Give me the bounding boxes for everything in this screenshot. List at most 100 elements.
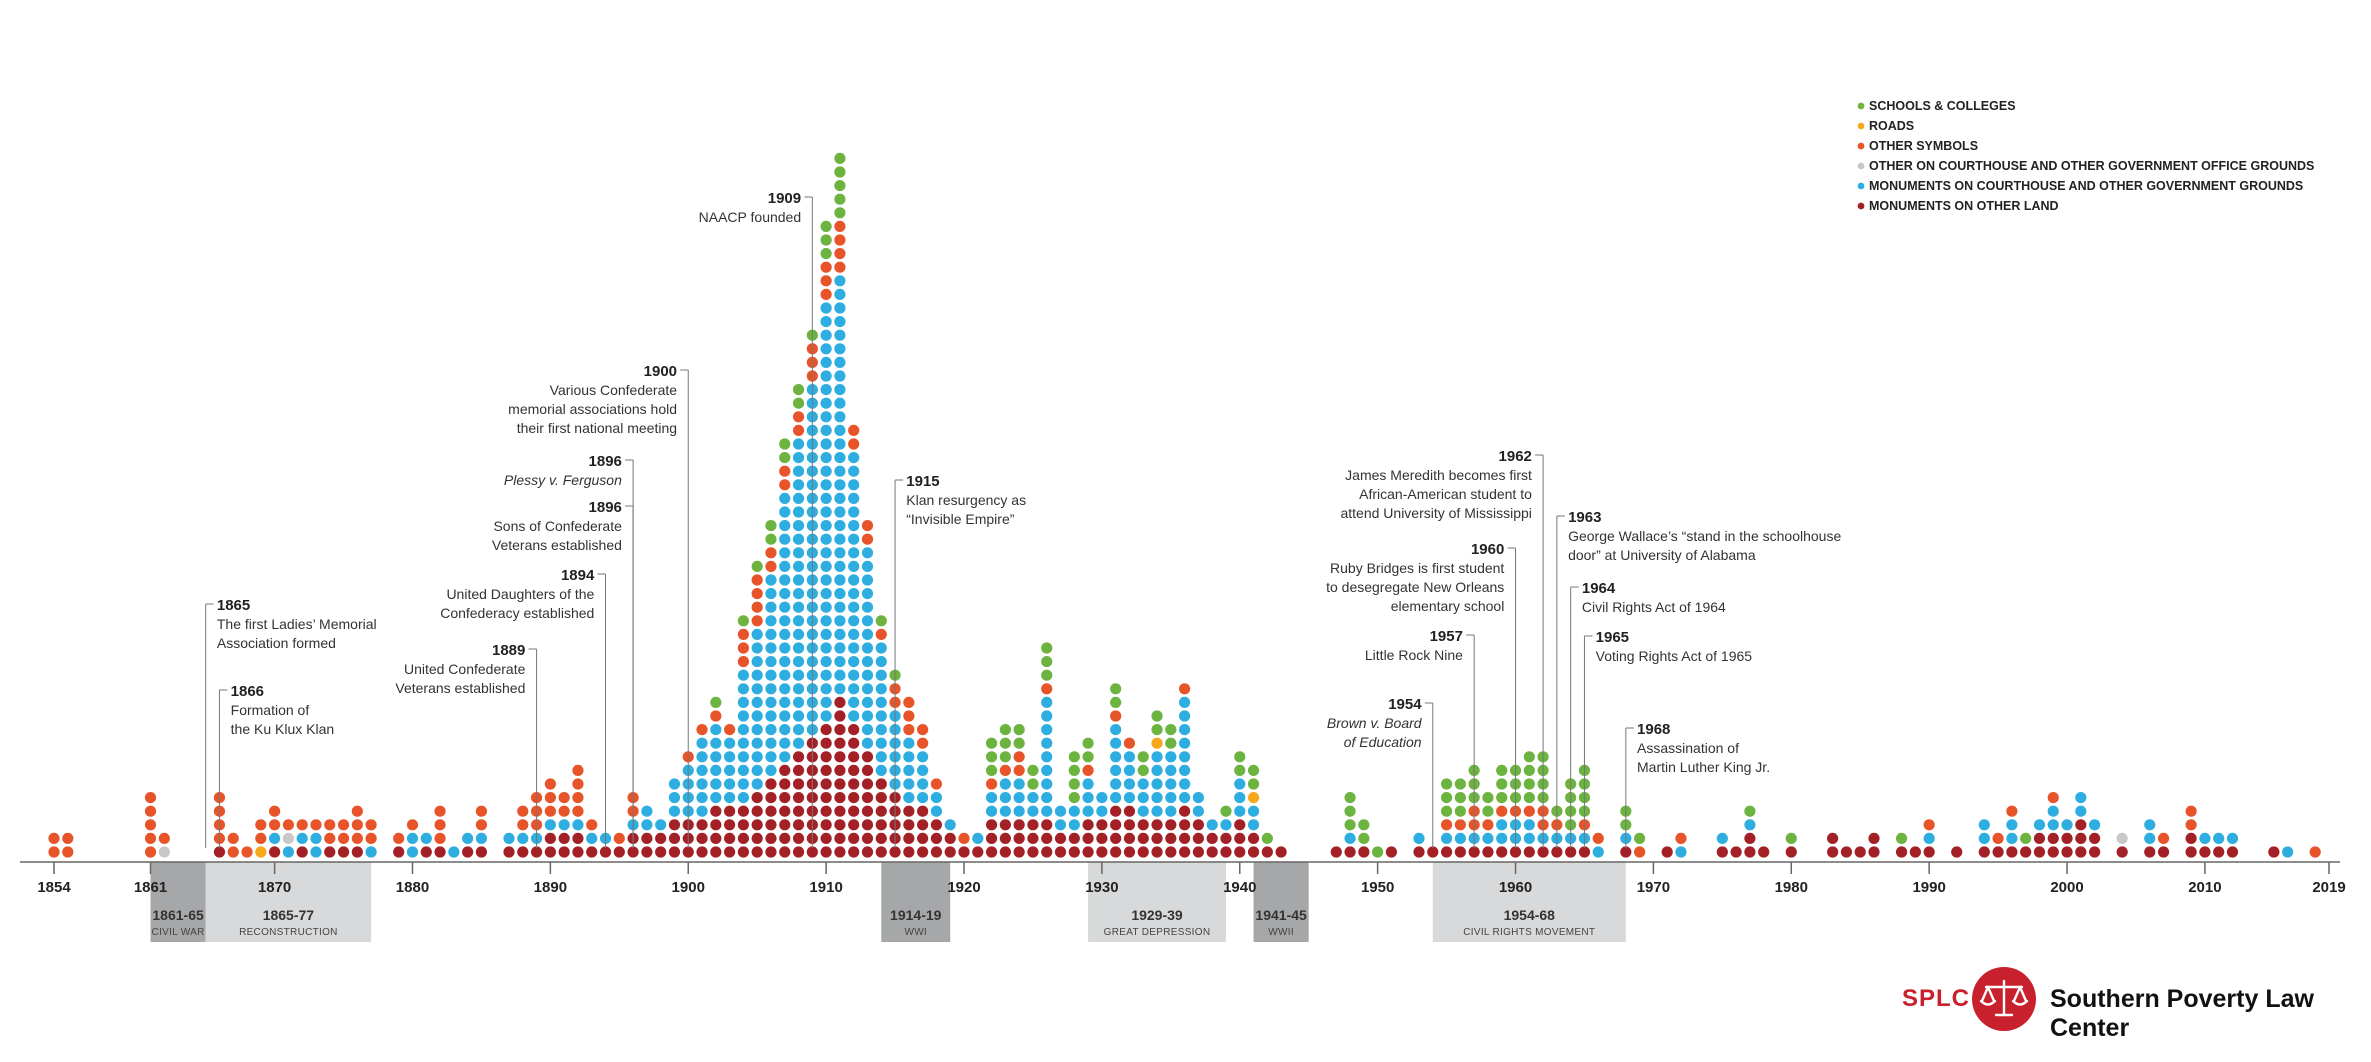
- dot-mo: [1827, 832, 1839, 845]
- dot-mc: [1041, 764, 1053, 777]
- dot-mc: [834, 356, 846, 368]
- dot-mc: [1068, 819, 1080, 831]
- dot-mc: [792, 669, 805, 681]
- dot-mc: [779, 696, 791, 709]
- dot-mc: [861, 710, 874, 722]
- dot-mo: [1992, 846, 2004, 858]
- annotation-text: Brown v. Board: [1327, 715, 1423, 731]
- dot-mc: [875, 696, 887, 709]
- dot-mo: [655, 832, 667, 845]
- dot-mc: [792, 452, 805, 464]
- dot-mc: [1013, 805, 1025, 817]
- dot-os: [751, 615, 763, 627]
- legend-swatch: [1857, 142, 1865, 150]
- dot-mc: [696, 751, 708, 763]
- dot-mo: [1096, 832, 1108, 845]
- dot-mc: [710, 764, 722, 777]
- dot-sc: [1137, 751, 1149, 763]
- dot-os: [1110, 710, 1122, 722]
- dot-mc: [792, 710, 805, 722]
- dot-mc: [834, 316, 846, 328]
- dot-mo: [1027, 846, 1039, 858]
- dot-mo: [1110, 846, 1122, 858]
- dot-mo: [985, 832, 998, 845]
- dot-sc: [1234, 764, 1246, 777]
- dot-os: [544, 792, 556, 804]
- dot-sc: [1744, 805, 1756, 817]
- era-years-label: 1954-68: [1504, 907, 1556, 923]
- dot-sc: [1013, 737, 1025, 749]
- dot-mc: [751, 764, 763, 777]
- dot-mc: [724, 792, 736, 804]
- tick-label: 2019: [2312, 879, 2345, 896]
- dot-mc: [1179, 724, 1191, 736]
- dot-mo: [1179, 832, 1191, 845]
- annotation-text: door” at University of Alabama: [1568, 547, 1756, 563]
- dot-mo: [834, 751, 846, 763]
- dot-mo: [875, 819, 887, 831]
- dot-mc: [1123, 764, 1136, 777]
- dot-mo: [668, 846, 681, 858]
- dot-mc: [779, 683, 791, 695]
- dot-mo: [1179, 805, 1191, 817]
- era-band: [150, 862, 206, 942]
- dot-mc: [848, 696, 860, 709]
- dot-mo: [586, 846, 598, 858]
- legend-label: SCHOOLS & COLLEGES: [1869, 99, 2016, 113]
- dot-mc: [1165, 805, 1177, 817]
- dot-os: [1013, 764, 1025, 777]
- dot-mo: [779, 819, 791, 831]
- dot-os: [282, 819, 294, 831]
- dot-mc: [1179, 710, 1191, 722]
- dot-mc: [1592, 846, 1604, 858]
- dot-mo: [917, 805, 929, 817]
- dot-mc: [751, 778, 763, 790]
- dot-mc: [420, 832, 432, 845]
- dot-mo: [351, 846, 363, 858]
- dot-sc: [834, 166, 846, 178]
- dot-sc: [1440, 792, 1453, 804]
- dot-mc: [1165, 792, 1177, 804]
- dot-sc: [999, 737, 1011, 749]
- dot-mc: [751, 669, 763, 681]
- dot-os: [558, 792, 570, 804]
- era-years-label: 1929-39: [1131, 907, 1183, 923]
- dot-os: [792, 424, 805, 436]
- dot-sc: [985, 751, 998, 763]
- annotation-text: “Invisible Empire”: [906, 511, 1014, 527]
- dot-mo: [903, 846, 915, 858]
- dot-mc: [1234, 792, 1246, 804]
- dot-mc: [848, 492, 860, 504]
- dot-mc: [1523, 819, 1535, 831]
- dot-mc: [985, 805, 998, 817]
- dot-mc: [724, 764, 736, 777]
- dot-mc: [1716, 832, 1728, 845]
- dot-mo: [999, 819, 1011, 831]
- dot-mc: [820, 601, 832, 613]
- dot-mc: [1179, 764, 1191, 777]
- dot-mo: [1165, 819, 1177, 831]
- dot-mc: [944, 819, 956, 831]
- annotation-year: 1866: [231, 683, 264, 700]
- dot-mc: [903, 764, 915, 777]
- dot-mc: [848, 683, 860, 695]
- tick-label: 1920: [947, 879, 980, 896]
- dot-mo: [1413, 846, 1425, 858]
- dot-sc: [1082, 737, 1094, 749]
- dot-mc: [820, 696, 832, 709]
- dot-os: [255, 819, 267, 831]
- dot-sc: [1110, 683, 1122, 695]
- dot-mo: [848, 764, 860, 777]
- dot-mo: [848, 832, 860, 845]
- dot-os: [1675, 832, 1687, 845]
- dot-mc: [1344, 832, 1356, 845]
- dot-os: [48, 846, 60, 858]
- dot-mc: [848, 479, 860, 491]
- dot-sc: [820, 248, 832, 260]
- dot-mo: [1868, 846, 1880, 858]
- dot-rd: [255, 846, 267, 858]
- dot-sc: [1027, 778, 1039, 790]
- dot-os: [834, 234, 846, 246]
- dot-mc: [765, 601, 777, 613]
- annotation-year: 1965: [1596, 629, 1629, 646]
